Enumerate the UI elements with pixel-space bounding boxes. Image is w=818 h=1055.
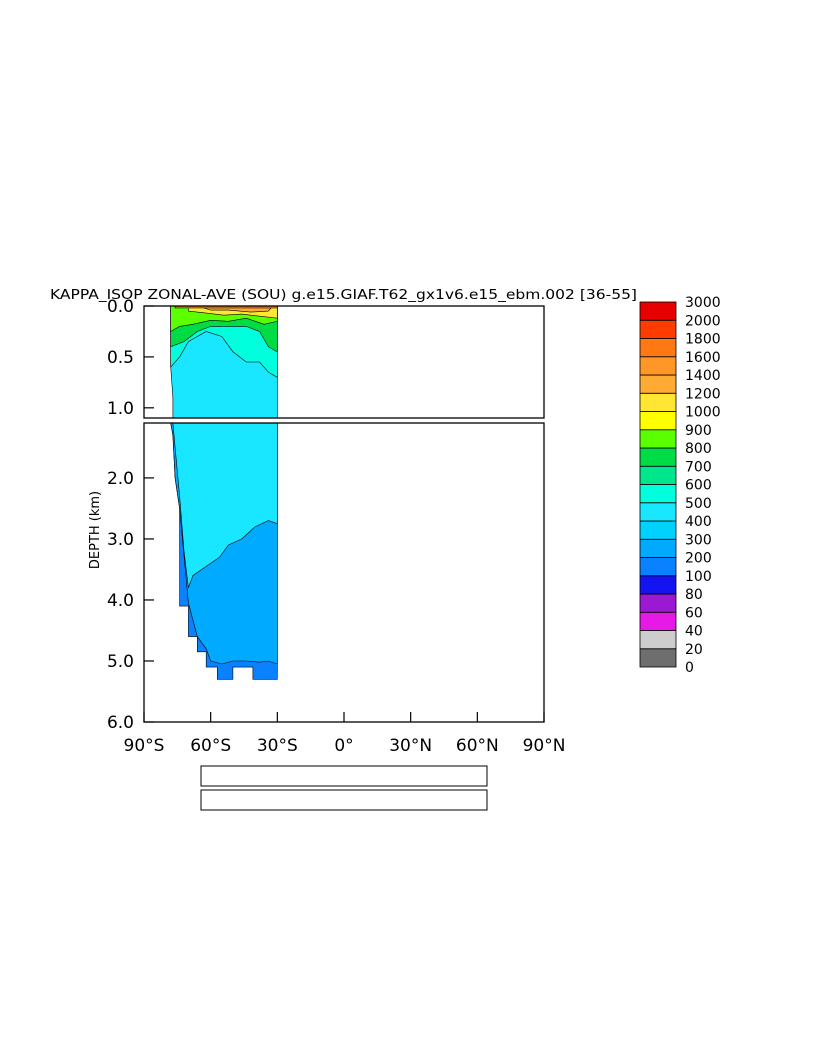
colorbar-level-label: 0 xyxy=(685,660,694,676)
colorbar-swatch xyxy=(639,538,677,558)
lower-panel: 2.03.04.05.06.0 90°S 60°S 30°S 0° 30°N 60°N 90… xyxy=(107,422,566,756)
upper-y-tick-label: 0.5 xyxy=(107,348,134,368)
colorbar-swatch xyxy=(639,502,677,522)
colorbar-swatch xyxy=(639,429,677,449)
upper-panel-frame xyxy=(143,305,545,419)
colorbar-level-label: 1000 xyxy=(685,405,721,421)
x-tick-label: 90°N xyxy=(523,736,566,756)
colorbar: 0 20 40 60 80 100 200 300 400 500 600 700 800 900 1000… xyxy=(639,295,721,676)
colorbar-swatch xyxy=(639,338,677,358)
upper-y-tick-label: 0.0 xyxy=(107,297,134,317)
colorbar-level-label: 500 xyxy=(685,496,712,512)
colorbar-swatch xyxy=(639,630,677,650)
colorbar-level-label: 1600 xyxy=(685,350,721,366)
colorbar-swatch xyxy=(639,611,677,631)
range-box-1 xyxy=(200,789,488,811)
colorbar-level-label: 900 xyxy=(685,423,712,439)
colorbar-swatch xyxy=(639,648,677,668)
x-tick-label: 30°S xyxy=(257,736,298,756)
colorbar-swatch xyxy=(639,484,677,504)
colorbar-level-label: 200 xyxy=(685,551,712,567)
colorbar-swatch xyxy=(639,557,677,577)
x-tick-label: 60°S xyxy=(190,736,231,756)
x-tick-label: 0° xyxy=(334,736,353,756)
colorbar-swatch xyxy=(639,301,677,321)
y-axis-label: DEPTH (km) xyxy=(88,491,103,569)
colorbar-level-label: 1800 xyxy=(685,332,721,348)
colorbar-swatch xyxy=(639,575,677,595)
upper-panel: 0.0 0.5 1.0 xyxy=(107,297,545,419)
x-ticks: 90°S 60°S 30°S 0° 30°N 60°N 90°N xyxy=(124,712,566,756)
lower-y-ticks: 2.0 3.0 4.0 5.0 6.0 xyxy=(107,469,154,733)
x-tick-label: 30°N xyxy=(389,736,432,756)
range-label-boxes xyxy=(200,765,488,811)
colorbar-level-label: 100 xyxy=(685,569,712,585)
colorbar-level-label: 3000 xyxy=(685,295,721,311)
colorbar-swatch xyxy=(639,374,677,394)
upper-y-ticks: 0.0 0.5 1.0 xyxy=(107,297,154,419)
colorbar-level-label: 300 xyxy=(685,532,712,548)
upper-y-tick-label: 1.0 xyxy=(107,399,134,419)
lower-y-tick-label: 3.0 xyxy=(107,530,134,550)
colorbar-level-label: 1400 xyxy=(685,368,721,384)
x-tick-label: 60°N xyxy=(456,736,499,756)
lower-y-tick-label: 2.0 xyxy=(107,469,134,489)
colorbar-level-label: 40 xyxy=(685,624,703,640)
lower-y-tick-label: 6.0 xyxy=(107,713,134,733)
colorbar-level-label: 1200 xyxy=(685,386,721,402)
lower-panel-fill xyxy=(170,422,278,680)
colorbar-level-label: 600 xyxy=(685,478,712,494)
colorbar-level-label: 20 xyxy=(685,642,703,658)
colorbar-level-label: 2000 xyxy=(685,313,721,329)
colorbar-level-label: 400 xyxy=(685,514,712,530)
colorbar-swatch xyxy=(639,392,677,412)
colorbar-level-label: 800 xyxy=(685,441,712,457)
colorbar-swatch xyxy=(639,520,677,540)
chart-title: KAPPA_ISOP ZONAL-AVE (SOU) g.e15.GIAF.T6… xyxy=(50,288,637,303)
lower-contour-region-2 xyxy=(172,422,278,588)
range-box-0 xyxy=(200,765,488,787)
colorbar-swatch xyxy=(639,356,677,376)
colorbar-level-label: 80 xyxy=(685,587,703,603)
lower-y-tick-label: 4.0 xyxy=(107,591,134,611)
colorbar-swatch xyxy=(639,319,677,339)
upper-panel-fill xyxy=(170,305,278,419)
x-tick-label: 90°S xyxy=(124,736,165,756)
colorbar-swatch xyxy=(639,465,677,485)
colorbar-level-label: 60 xyxy=(685,605,703,621)
colorbar-swatch xyxy=(639,447,677,467)
colorbar-swatch xyxy=(639,593,677,613)
colorbar-swatch xyxy=(639,411,677,431)
colorbar-level-label: 700 xyxy=(685,459,712,475)
lower-y-tick-label: 5.0 xyxy=(107,652,134,672)
